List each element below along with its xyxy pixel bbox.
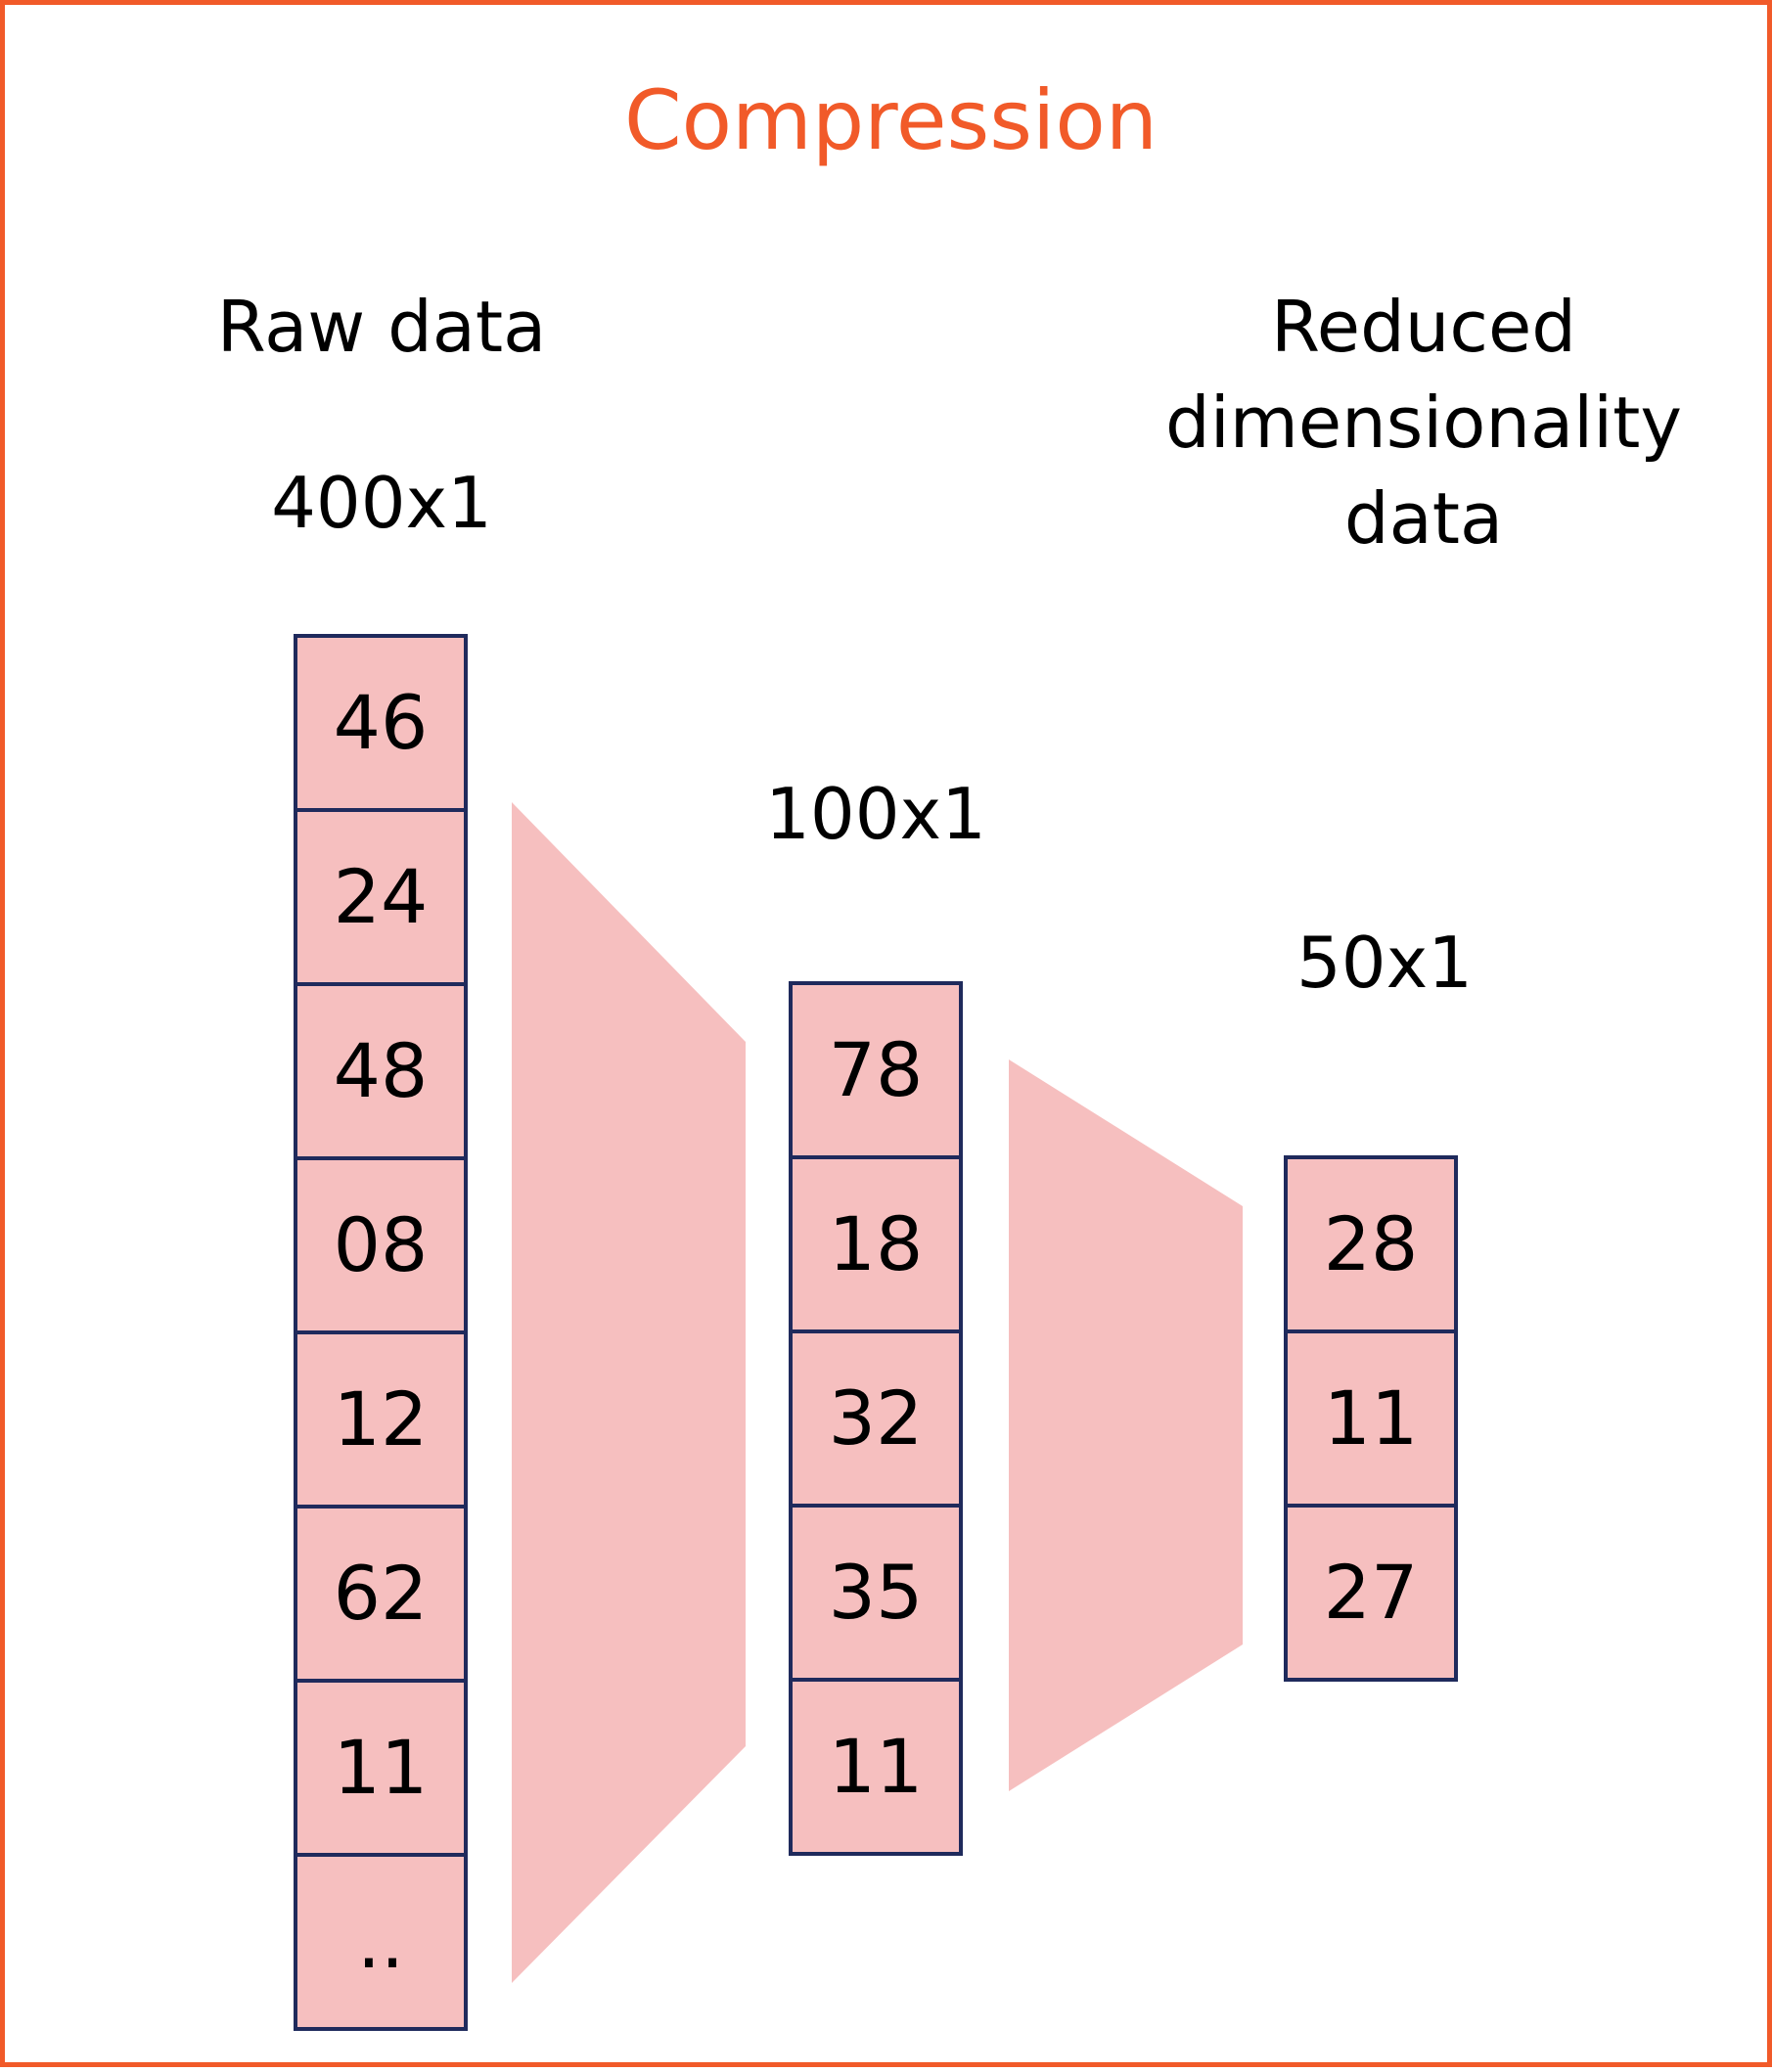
- raw-data-cell: 62: [294, 1505, 468, 1683]
- raw-data-size-label: 400x1: [271, 462, 492, 544]
- raw-data-cell: 11: [294, 1679, 468, 1857]
- reduced-heading-line-3: data: [1343, 477, 1504, 560]
- raw-data-heading: Raw data: [216, 286, 547, 368]
- funnel-middle-to-reduced: [1009, 1059, 1243, 1791]
- reduced-heading-line-1: Reduced: [1270, 286, 1576, 368]
- middle-vector-cell: 78: [789, 981, 963, 1159]
- funnel-raw-to-middle: [512, 802, 746, 1983]
- raw-data-cell: 46: [294, 634, 468, 812]
- raw-data-cell: 48: [294, 982, 468, 1160]
- raw-data-cell: 08: [294, 1156, 468, 1334]
- reduced-heading-line-2: dimensionality: [1165, 382, 1682, 464]
- middle-vector-cell: 35: [789, 1504, 963, 1682]
- diagram-title: Compression: [623, 72, 1159, 168]
- reduced-vector-cell: 27: [1284, 1504, 1458, 1682]
- middle-size-label: 100x1: [765, 773, 986, 855]
- reduced-size-label: 50x1: [1295, 922, 1474, 1004]
- raw-data-cell: 12: [294, 1330, 468, 1509]
- raw-data-cell: 24: [294, 808, 468, 986]
- middle-vector-cell: 18: [789, 1155, 963, 1333]
- reduced-vector-cell: 28: [1284, 1155, 1458, 1333]
- middle-vector-cell: 11: [789, 1678, 963, 1856]
- funnel-shapes: [512, 802, 1243, 1983]
- raw-data-cell: ..: [294, 1853, 468, 2031]
- reduced-vector-cell: 11: [1284, 1329, 1458, 1508]
- middle-vector-cell: 32: [789, 1329, 963, 1508]
